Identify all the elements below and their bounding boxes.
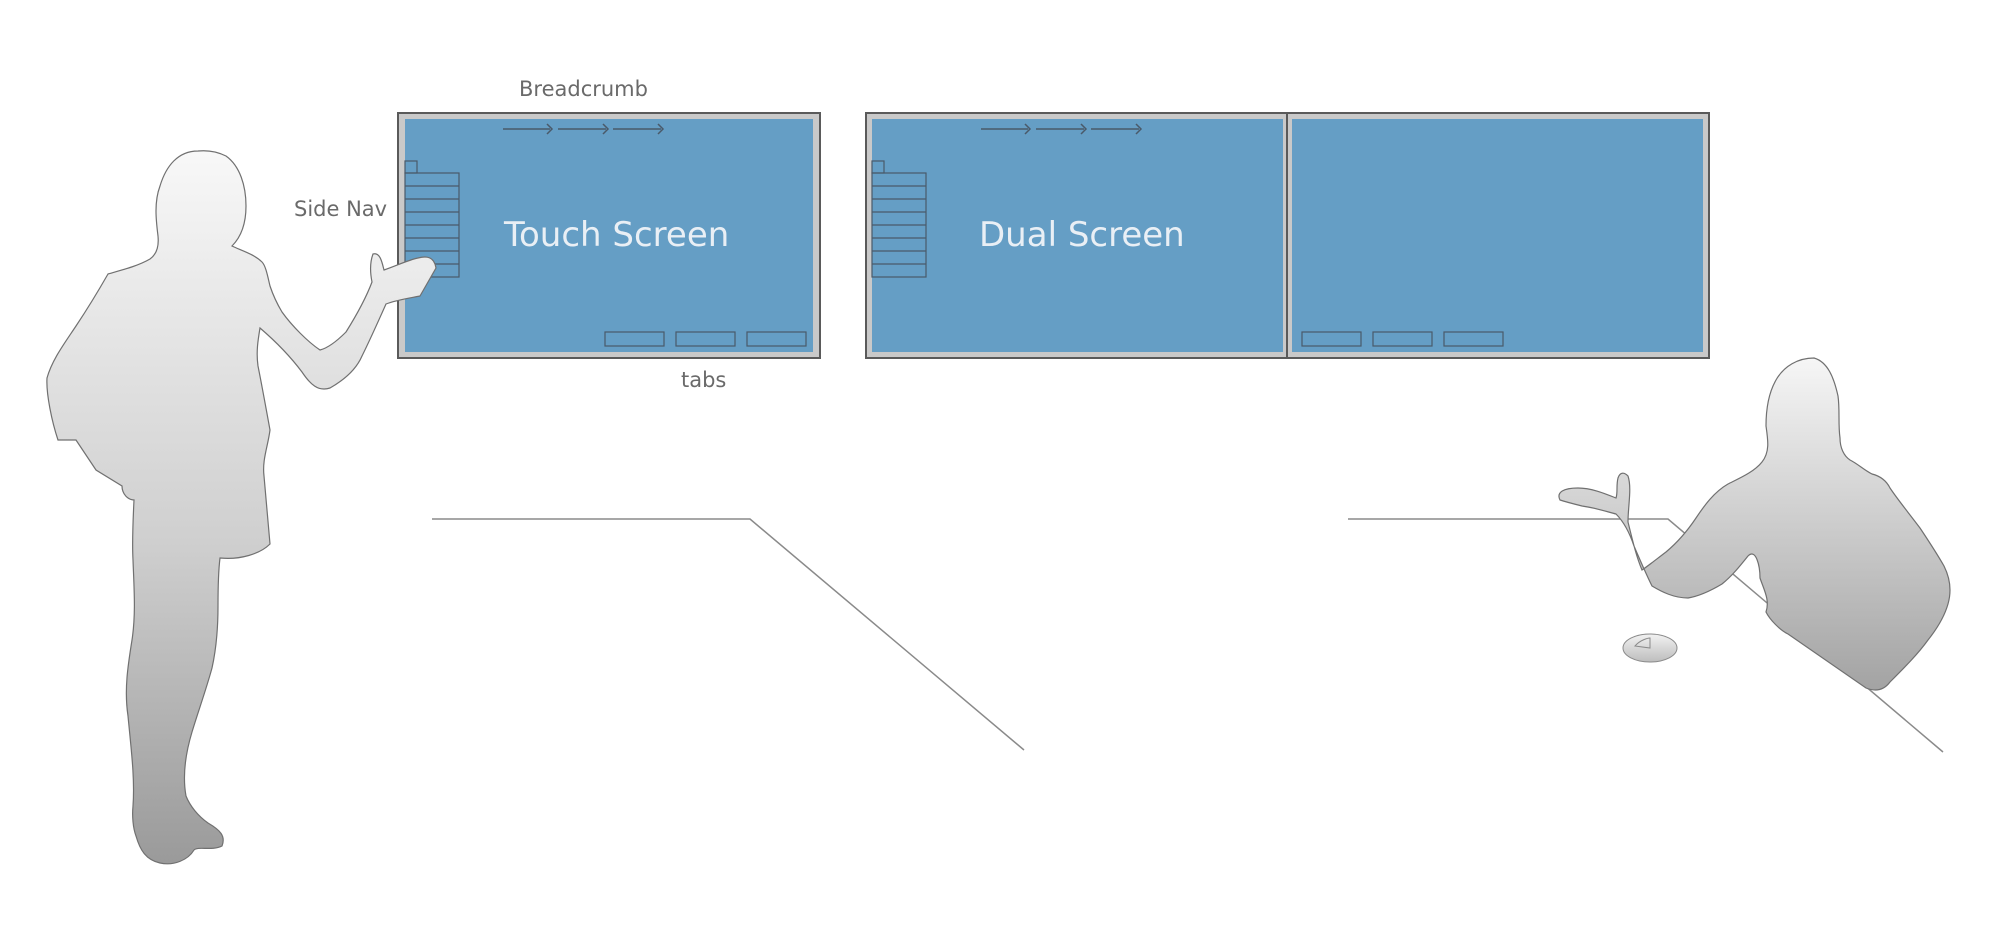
dual-screen-title: Dual Screen bbox=[979, 215, 1185, 255]
floor-line-left bbox=[432, 518, 1025, 751]
side-nav-label: Side Nav bbox=[294, 197, 387, 221]
dual-screen: Dual Screen bbox=[865, 112, 1710, 359]
touch-tabs bbox=[604, 331, 807, 347]
dual-side-nav bbox=[871, 160, 927, 278]
touch-breadcrumb-arrows bbox=[503, 123, 665, 135]
mouse-icon bbox=[1622, 633, 1678, 663]
dual-tabs bbox=[1301, 331, 1504, 347]
seated-person-silhouette bbox=[1558, 357, 1951, 691]
breadcrumb-label: Breadcrumb bbox=[519, 77, 648, 101]
touch-screen-display bbox=[405, 119, 813, 352]
touch-screen: Touch Screen bbox=[397, 112, 821, 359]
dual-left-display bbox=[872, 119, 1283, 352]
touch-screen-title: Touch Screen bbox=[503, 215, 729, 255]
tabs-label: tabs bbox=[681, 368, 726, 392]
standing-person-silhouette bbox=[46, 150, 437, 865]
dual-breadcrumb-arrows bbox=[981, 123, 1143, 135]
dual-right-display bbox=[1292, 119, 1703, 352]
